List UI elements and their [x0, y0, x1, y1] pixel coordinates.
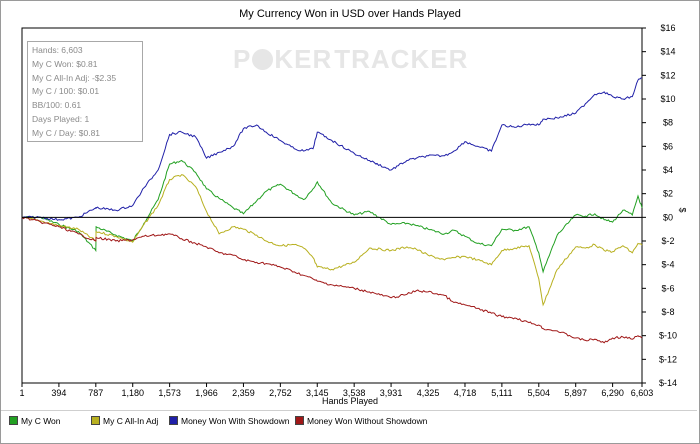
y-axis-label: $ [677, 207, 688, 213]
series-line-2 [21, 77, 643, 221]
y-tick-label: $2 [663, 189, 673, 199]
legend-item-my-c-won[interactable]: My C Won [9, 416, 61, 426]
stat-bb-per-100: BB/100: 0.61 [32, 100, 82, 111]
y-tick-label: $16 [660, 23, 675, 33]
x-tick-label: 2,752 [269, 388, 292, 398]
y-tick-label: $12 [660, 70, 675, 80]
y-tick-label: $-4 [661, 260, 674, 270]
y-tick-label: $-2 [661, 236, 674, 246]
y-tick-label: $-12 [659, 354, 677, 364]
x-tick-label: 4,718 [454, 388, 477, 398]
y-tick-label: $6 [663, 141, 673, 151]
series-line-3 [21, 216, 643, 344]
legend-swatch [295, 416, 304, 425]
legend-swatch [9, 416, 18, 425]
x-tick-label: 787 [88, 388, 103, 398]
chart-title: My Currency Won in USD over Hands Played [239, 8, 461, 20]
x-tick-label: 5,111 [491, 388, 512, 398]
stat-all-in-adj: My C All-In Adj: -$2.35 [32, 72, 117, 83]
series-line-1 [22, 174, 643, 307]
x-tick-label: 1 [19, 388, 24, 398]
y-tick-label: $10 [660, 94, 675, 104]
legend-item-all-in-adj[interactable]: My C All-In Adj [91, 416, 158, 426]
stat-my-c-per-100: My C / 100: $0.01 [32, 86, 100, 97]
y-tick-label: $14 [660, 47, 675, 57]
poker-chip-icon [252, 49, 274, 70]
y-tick-label: $8 [663, 118, 673, 128]
plot-area [21, 27, 643, 384]
x-tick-label: 2,359 [232, 388, 255, 398]
x-tick-label: 1,180 [121, 388, 144, 398]
y-tick-label: $-14 [659, 378, 677, 388]
x-tick-label: 394 [51, 388, 66, 398]
stat-hands: Hands: 6,603 [32, 45, 83, 55]
legend-item-with-showdown[interactable]: Money Won With Showdown [169, 416, 290, 426]
y-tick-label: $-10 [659, 331, 677, 341]
x-tick-label: 4,325 [417, 388, 440, 398]
y-tick-label: $4 [663, 165, 673, 175]
x-tick-label: 3,145 [306, 388, 329, 398]
y-tick-label: $-6 [661, 283, 674, 293]
x-tick-label: 5,504 [528, 388, 551, 398]
x-tick-label: 1,966 [195, 388, 218, 398]
pokertracker-watermark: P KERTRACKER [233, 44, 469, 74]
y-tick-label: $-8 [661, 307, 674, 317]
x-tick-label: 6,290 [601, 388, 624, 398]
y-tick-label: $0 [663, 212, 673, 222]
x-tick-label: 1,573 [158, 388, 181, 398]
legend-swatch [91, 416, 100, 425]
x-tick-label: 6,603 [631, 388, 654, 398]
stats-box: Hands: 6,603 My C Won: $0.81 My C All-In… [27, 41, 143, 142]
stat-my-c-won: My C Won: $0.81 [32, 58, 98, 69]
stat-days-played: Days Played: 1 [32, 113, 90, 124]
x-tick-label: 3,538 [343, 388, 366, 398]
x-tick-label: 3,931 [380, 388, 403, 398]
x-axis-label: Hands Played [321, 396, 379, 406]
series-line-0 [22, 159, 643, 274]
x-tick-label: 5,897 [564, 388, 587, 398]
legend: My C Won My C All-In Adj Money Won With … [1, 410, 697, 433]
legend-item-without-showdown[interactable]: Money Won Without Showdown [295, 416, 427, 426]
stat-my-c-per-day: My C / Day: $0.81 [32, 127, 101, 138]
legend-swatch [169, 416, 178, 425]
